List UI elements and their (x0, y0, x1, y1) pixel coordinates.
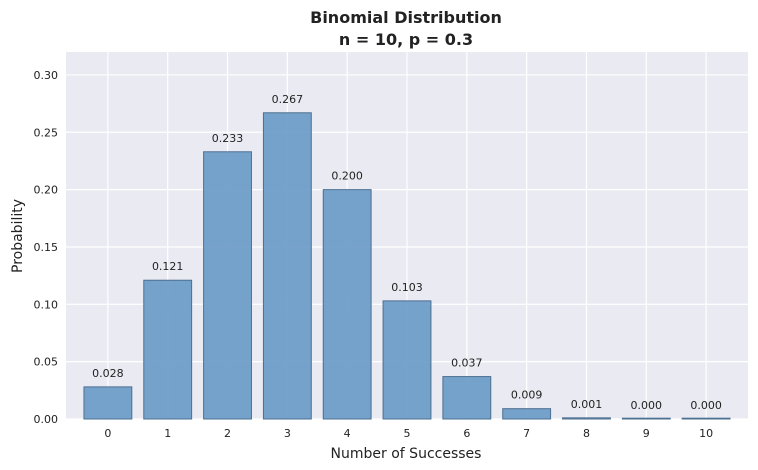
data-labels: 0.028 0.121 0.233 0.267 0.200 0.103 0.037 0.009… (92, 93, 722, 412)
y-tick-label: 0.30 (34, 69, 59, 82)
data-label-0: 0.028 (92, 367, 124, 380)
bar-2 (203, 151, 252, 420)
bar-0 (83, 386, 133, 420)
x-axis-label: Number of Successes (331, 446, 482, 462)
data-label-5: 0.103 (391, 281, 423, 294)
data-label-3: 0.267 (272, 93, 304, 106)
data-label-1: 0.121 (152, 260, 184, 273)
bar-7 (502, 408, 552, 420)
bar-10 (681, 417, 731, 420)
data-label-8: 0.001 (571, 398, 603, 411)
bar-8 (562, 417, 611, 420)
bar-3 (262, 112, 312, 420)
data-label-6: 0.037 (451, 357, 483, 370)
bar-5 (382, 300, 432, 420)
chart-title: Binomial Distribution (310, 8, 502, 27)
x-tick-label: 3 (284, 427, 291, 440)
x-tick-label: 0 (104, 427, 111, 440)
bars (83, 112, 731, 420)
y-tick-label: 0.10 (34, 298, 59, 311)
y-axis-ticks: 0.00 0.05 0.10 0.15 0.20 0.25 0.30 (34, 69, 59, 426)
bar-1 (143, 279, 193, 420)
x-axis-ticks: 0 1 2 3 4 5 6 7 8 9 10 (104, 427, 713, 440)
y-tick-label: 0.00 (34, 413, 59, 426)
y-tick-label: 0.20 (34, 184, 59, 197)
data-label-4: 0.200 (331, 170, 363, 183)
data-label-2: 0.233 (212, 132, 244, 145)
chart-subtitle: n = 10, p = 0.3 (339, 30, 473, 49)
x-tick-label: 9 (643, 427, 650, 440)
x-tick-label: 8 (583, 427, 590, 440)
bar-6 (442, 376, 492, 420)
x-tick-label: 7 (523, 427, 530, 440)
x-tick-label: 5 (404, 427, 411, 440)
bar-4 (322, 189, 372, 420)
x-tick-label: 4 (344, 427, 351, 440)
y-tick-label: 0.15 (34, 241, 59, 254)
x-tick-label: 6 (463, 427, 470, 440)
data-label-9: 0.000 (631, 399, 663, 412)
y-axis-label: Probability (10, 199, 26, 273)
y-tick-label: 0.05 (34, 356, 59, 369)
x-tick-label: 2 (224, 427, 231, 440)
x-tick-label: 1 (164, 427, 171, 440)
x-tick-label: 10 (699, 427, 713, 440)
y-tick-label: 0.25 (34, 126, 59, 139)
bar-9 (621, 417, 671, 420)
data-label-10: 0.000 (690, 399, 722, 412)
data-label-7: 0.009 (511, 389, 543, 402)
